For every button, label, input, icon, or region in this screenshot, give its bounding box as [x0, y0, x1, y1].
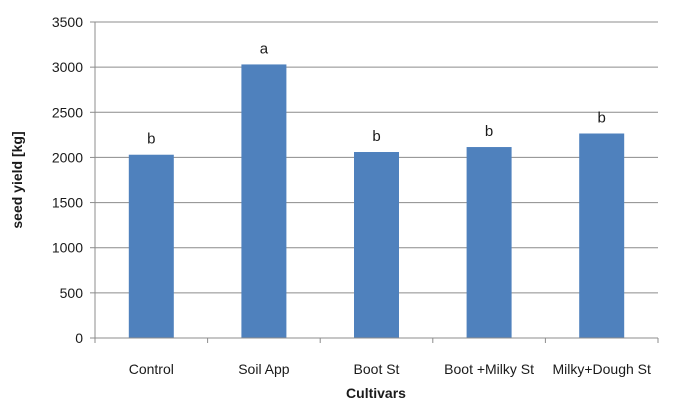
y-tick-label: 2000 — [52, 149, 83, 165]
bar — [579, 133, 625, 338]
y-tick-label: 0 — [75, 330, 83, 346]
bars — [128, 64, 625, 338]
bar-letter-label: a — [260, 40, 269, 57]
x-tick-label: Control — [129, 361, 174, 377]
axes — [90, 21, 659, 343]
x-axis-title: Cultivars — [346, 385, 406, 401]
x-tick-label: Boot St — [354, 361, 400, 377]
bar — [128, 154, 174, 338]
x-tick-label: Boot +Milky St — [444, 361, 534, 377]
y-tick-label: 2500 — [52, 104, 83, 120]
bar-letter-label: b — [372, 128, 380, 145]
y-tick-label: 3500 — [52, 14, 83, 30]
y-tick-label: 1500 — [52, 195, 83, 211]
bar-letter-label: b — [485, 123, 493, 140]
bar-letter-label: b — [147, 131, 155, 148]
y-axis-title: seed yield [kg] — [9, 131, 25, 228]
bar — [466, 147, 512, 338]
x-tick-label: Milky+Dough St — [552, 361, 651, 377]
x-axis-tick-labels: Control Soil App Boot St Boot +Milky St Milk… — [129, 361, 651, 377]
bar-letter-labels: b a b b b — [147, 40, 606, 147]
y-tick-label: 3000 — [52, 59, 83, 75]
y-axis-tick-labels: 0 500 1000 1500 2000 2500 3000 3500 — [52, 14, 83, 346]
y-tick-label: 500 — [60, 285, 84, 301]
y-tick-label: 1000 — [52, 240, 83, 256]
bar — [354, 152, 399, 338]
bar — [241, 64, 287, 338]
x-tick-label: Soil App — [238, 361, 290, 377]
bar-letter-label: b — [598, 110, 606, 127]
